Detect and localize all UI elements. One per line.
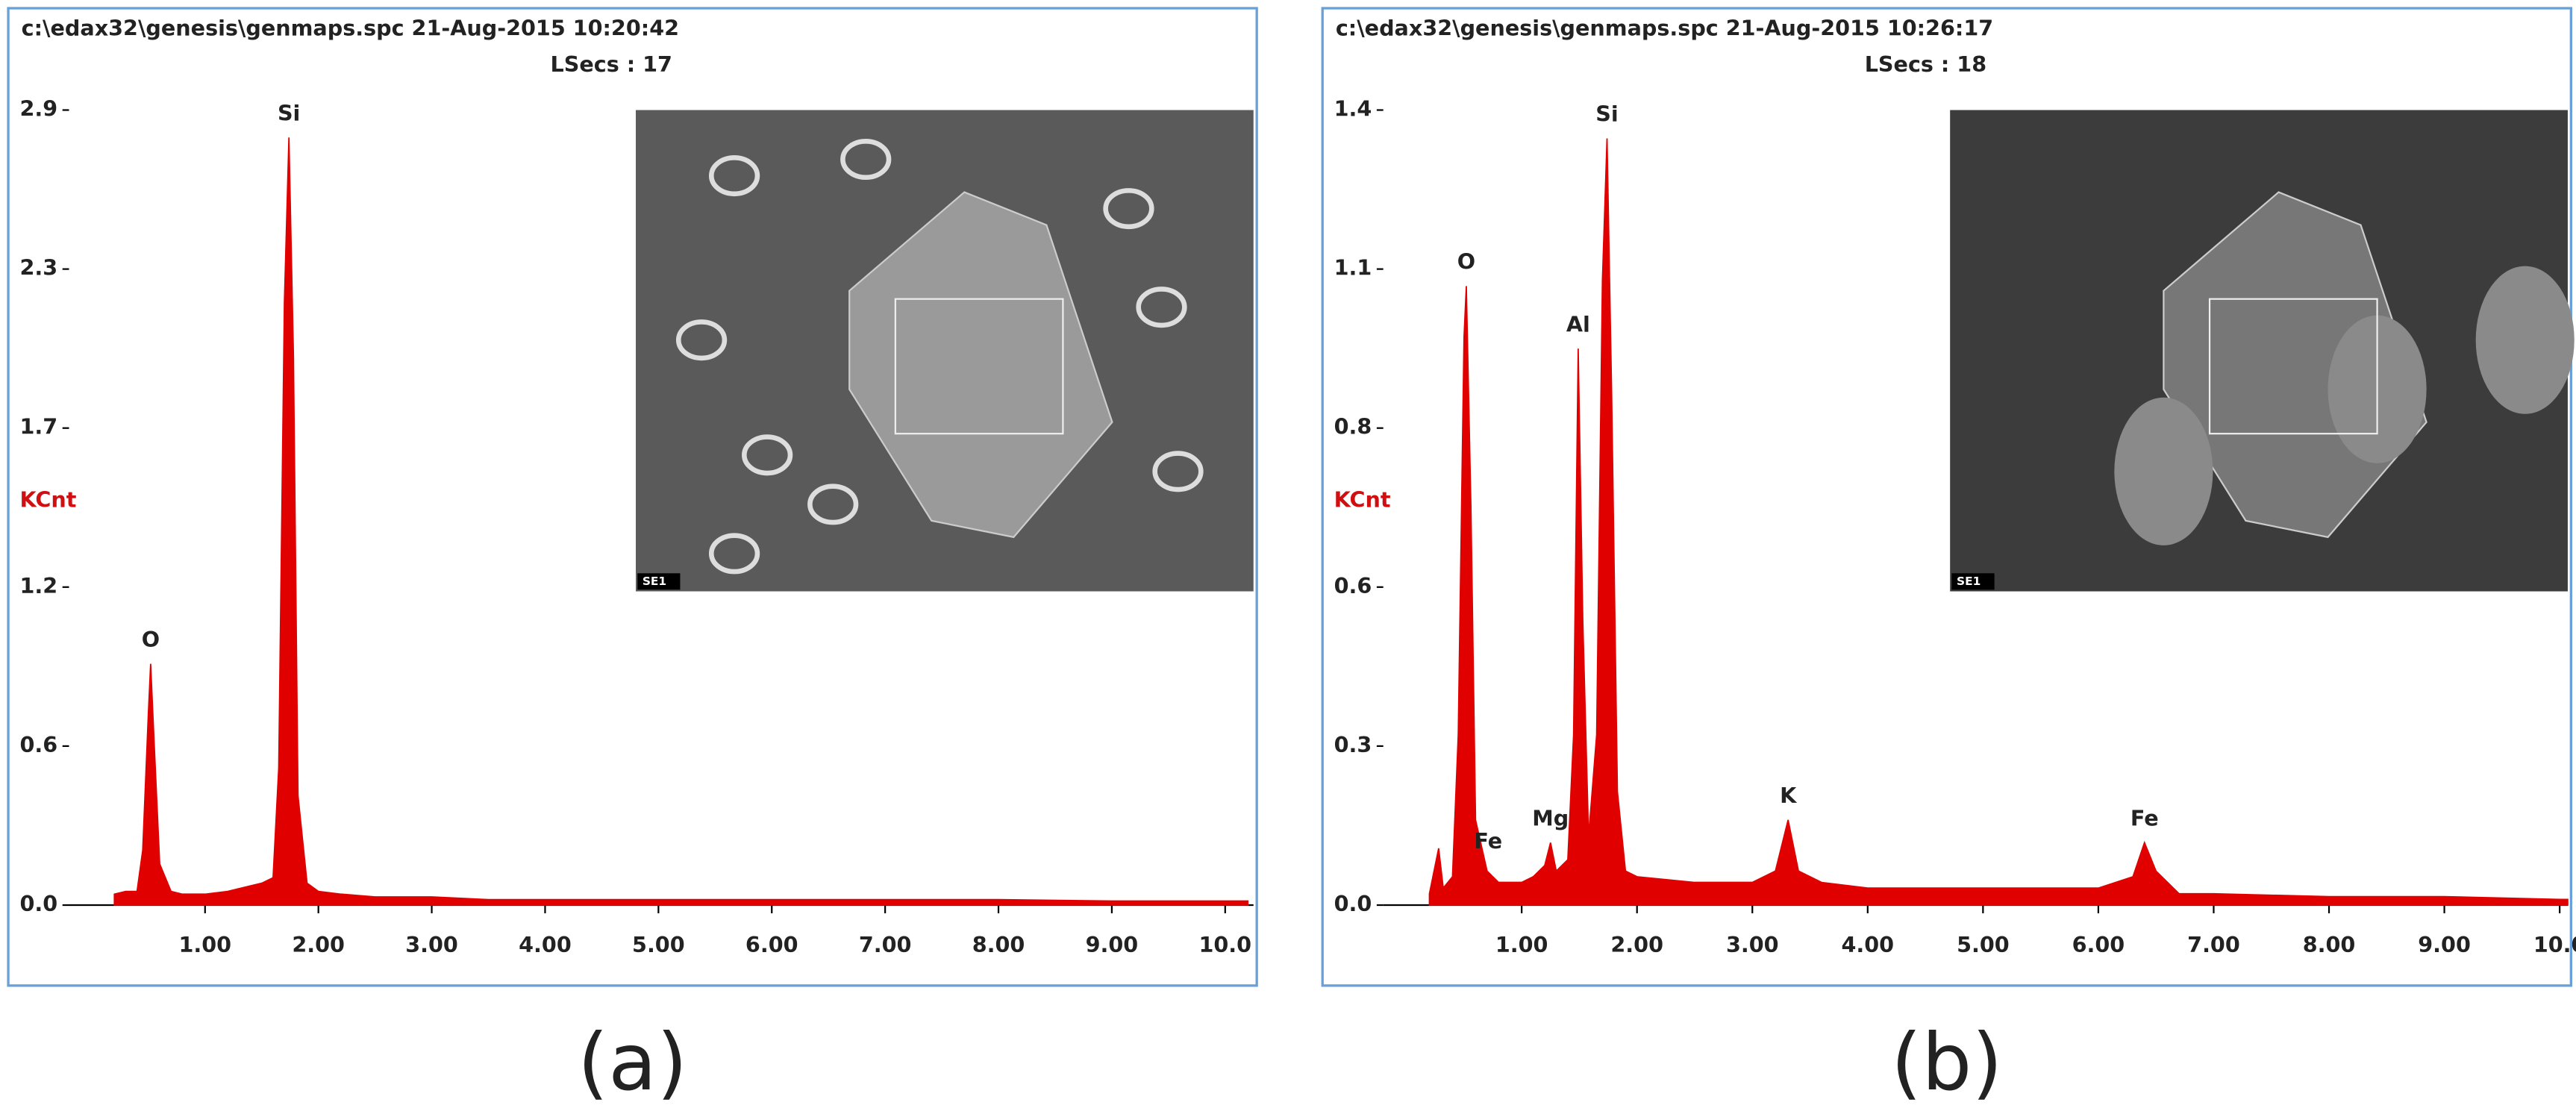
peak-label: O xyxy=(142,627,160,652)
sem-ring xyxy=(708,533,760,575)
sem-bright xyxy=(2114,397,2213,545)
x-tick-label: 9.00 xyxy=(2418,932,2471,957)
y-tick-label: 0.0 xyxy=(19,891,57,916)
x-tick-label: 3.00 xyxy=(1726,932,1779,957)
live-seconds: LSecs : 17 xyxy=(551,51,672,77)
sem-ring xyxy=(807,484,859,525)
sem-roi xyxy=(894,298,1064,435)
sem-tag-bg xyxy=(1951,573,1995,590)
panel-border xyxy=(1321,7,2572,987)
x-tick-label: 1.00 xyxy=(1495,932,1548,957)
x-tick-label: 5.00 xyxy=(632,932,685,957)
peak-label: Si xyxy=(1595,101,1618,127)
y-tick-label: 1.4 xyxy=(1334,96,1372,121)
y-tick-label: 0.6 xyxy=(19,732,57,757)
y-tick-label: 0.8 xyxy=(1334,414,1372,439)
y-axis-label: KCnt xyxy=(1334,486,1391,512)
x-tick-label: 4.00 xyxy=(1842,932,1895,957)
sem-particle xyxy=(848,191,1113,539)
sem-tag: SE1 xyxy=(1957,575,1981,588)
sem-ring xyxy=(1136,287,1187,328)
x-tick-label: 8.00 xyxy=(972,932,1025,957)
peak-label: Mg xyxy=(1532,805,1569,830)
y-tick-label: 0.3 xyxy=(1334,732,1372,757)
panel-caption: (b) xyxy=(1891,1016,2003,1108)
y-tick-label: 1.2 xyxy=(19,573,57,598)
peak-label: Fe xyxy=(2130,805,2159,830)
live-seconds: LSecs : 18 xyxy=(1865,51,1986,77)
x-tick-label: 9.00 xyxy=(1086,932,1139,957)
sem-tag-bg xyxy=(637,573,681,590)
x-tick-label: 2.00 xyxy=(1610,932,1663,957)
spectrum xyxy=(1428,138,2569,906)
peak-label: Fe xyxy=(1474,828,1502,854)
x-tick-label: 5.00 xyxy=(1957,932,2010,957)
x-tick-label: 7.00 xyxy=(2187,932,2240,957)
x-tick-label: 7.00 xyxy=(859,932,912,957)
x-tick-label: 10.0 xyxy=(1198,932,1251,957)
x-tick-label: 10.0 xyxy=(2533,932,2576,957)
x-tick-label: 2.00 xyxy=(292,932,345,957)
file-header: c:\edax32\genesis\genmaps.spc 21-Aug-201… xyxy=(1336,16,1993,41)
peak-label: O xyxy=(1457,249,1475,275)
sem-ring xyxy=(708,155,760,197)
peak-label: Al xyxy=(1566,311,1590,337)
sem-bright xyxy=(2475,266,2575,414)
file-header: c:\edax32\genesis\genmaps.spc 21-Aug-201… xyxy=(22,16,679,41)
panel-caption: (a) xyxy=(578,1016,687,1108)
y-tick-label: 0.6 xyxy=(1334,573,1372,598)
sem-ring xyxy=(742,434,793,476)
peak-label: K xyxy=(1780,783,1798,808)
x-tick-label: 3.00 xyxy=(405,932,458,957)
sem-ring xyxy=(840,139,892,181)
panel-border xyxy=(7,7,1258,987)
sem-ring xyxy=(1152,451,1204,492)
x-tick-label: 6.00 xyxy=(2072,932,2125,957)
sem-ring xyxy=(1103,188,1154,230)
x-tick-label: 8.00 xyxy=(2303,932,2356,957)
sem-roi xyxy=(2208,298,2378,435)
y-tick-label: 1.7 xyxy=(19,414,57,439)
y-tick-label: 0.0 xyxy=(1334,891,1372,916)
x-tick-label: 1.00 xyxy=(178,932,231,957)
spectrum xyxy=(113,137,1249,906)
sem-ring xyxy=(675,319,728,361)
sem-tag: SE1 xyxy=(643,575,666,588)
y-axis-label: KCnt xyxy=(19,486,76,512)
y-tick-label: 1.1 xyxy=(1334,255,1372,281)
peak-label: Si xyxy=(278,100,300,125)
y-tick-label: 2.9 xyxy=(19,96,57,121)
x-tick-label: 6.00 xyxy=(745,932,798,957)
y-tick-label: 2.3 xyxy=(19,255,57,281)
x-tick-label: 4.00 xyxy=(519,932,572,957)
